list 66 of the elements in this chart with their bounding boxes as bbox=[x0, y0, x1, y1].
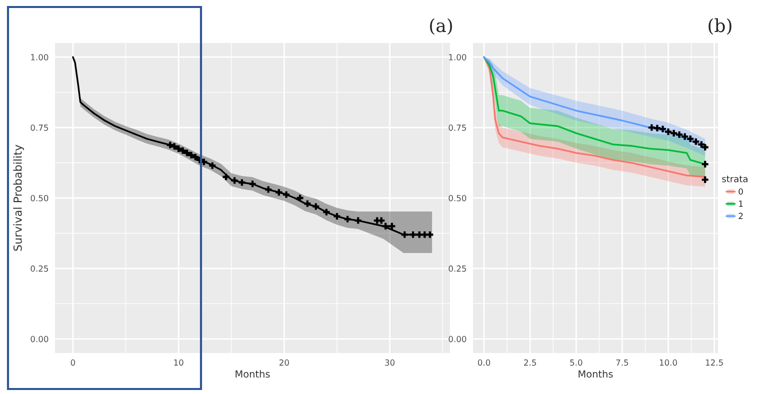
text: (a) bbox=[430, 18, 452, 35]
point bbox=[171, 143, 178, 150]
point bbox=[192, 154, 199, 160]
y-tick-label: 0.00 bbox=[448, 336, 466, 342]
point bbox=[682, 133, 688, 140]
point bbox=[670, 130, 678, 136]
x-tick-label: 30 bbox=[385, 359, 395, 366]
point bbox=[354, 217, 362, 224]
point bbox=[265, 186, 272, 193]
text: (b) bbox=[708, 18, 732, 35]
point bbox=[702, 160, 708, 168]
x-tick-label: 7.5 bbox=[616, 360, 628, 366]
legend-label: 0 bbox=[738, 188, 743, 195]
y-tick-label: 0.25 bbox=[30, 265, 48, 272]
x-tick-label: 10.0 bbox=[660, 359, 677, 366]
point bbox=[231, 177, 238, 184]
legend-title: strata bbox=[722, 176, 748, 182]
legend-label: 2 bbox=[738, 212, 743, 219]
point bbox=[654, 124, 660, 132]
point bbox=[175, 145, 182, 152]
x-tick-label: 5.0 bbox=[570, 359, 582, 366]
point bbox=[334, 213, 340, 220]
y-tick-label: 0.75 bbox=[448, 124, 466, 131]
point bbox=[238, 179, 246, 186]
point bbox=[378, 217, 385, 224]
point bbox=[665, 128, 672, 136]
x-tick-label: 0.0 bbox=[478, 359, 490, 366]
point bbox=[276, 189, 282, 196]
point bbox=[312, 203, 320, 210]
point bbox=[344, 216, 351, 222]
point bbox=[323, 208, 330, 216]
point bbox=[382, 222, 389, 230]
y-axis-title: Survival Probability bbox=[13, 144, 24, 251]
point bbox=[209, 162, 216, 169]
point bbox=[304, 200, 311, 207]
y-tick-label: 0.00 bbox=[30, 336, 48, 342]
y-tick-label: 1.00 bbox=[449, 54, 466, 60]
point bbox=[296, 194, 304, 202]
point bbox=[283, 191, 290, 198]
point bbox=[676, 131, 683, 138]
point bbox=[648, 124, 655, 131]
y-tick-label: 0.25 bbox=[448, 265, 466, 272]
point bbox=[687, 136, 694, 142]
point bbox=[222, 174, 230, 180]
point bbox=[188, 152, 194, 158]
y-tick-label: 0.50 bbox=[30, 194, 48, 202]
x-axis-title: Months bbox=[578, 370, 613, 378]
y-tick-label: 0.50 bbox=[448, 194, 466, 202]
x-axis-title: Months bbox=[236, 370, 270, 378]
x-tick-label: 10 bbox=[174, 359, 184, 366]
point bbox=[180, 147, 186, 154]
x-tick-label: 12.5 bbox=[706, 359, 723, 366]
point bbox=[388, 222, 396, 230]
point bbox=[702, 144, 708, 151]
y-tick-label: 1.00 bbox=[31, 54, 48, 60]
x-tick-label: 2.5 bbox=[524, 359, 536, 366]
point bbox=[702, 176, 708, 183]
point bbox=[401, 231, 408, 238]
y-tick-label: 0.75 bbox=[30, 124, 48, 131]
point bbox=[426, 231, 434, 238]
point bbox=[249, 180, 256, 188]
legend-label: 1 bbox=[739, 200, 743, 207]
x-tick-label: 20 bbox=[279, 359, 289, 366]
x-tick-label: 0 bbox=[70, 359, 76, 366]
point bbox=[659, 126, 666, 132]
point bbox=[692, 138, 700, 145]
